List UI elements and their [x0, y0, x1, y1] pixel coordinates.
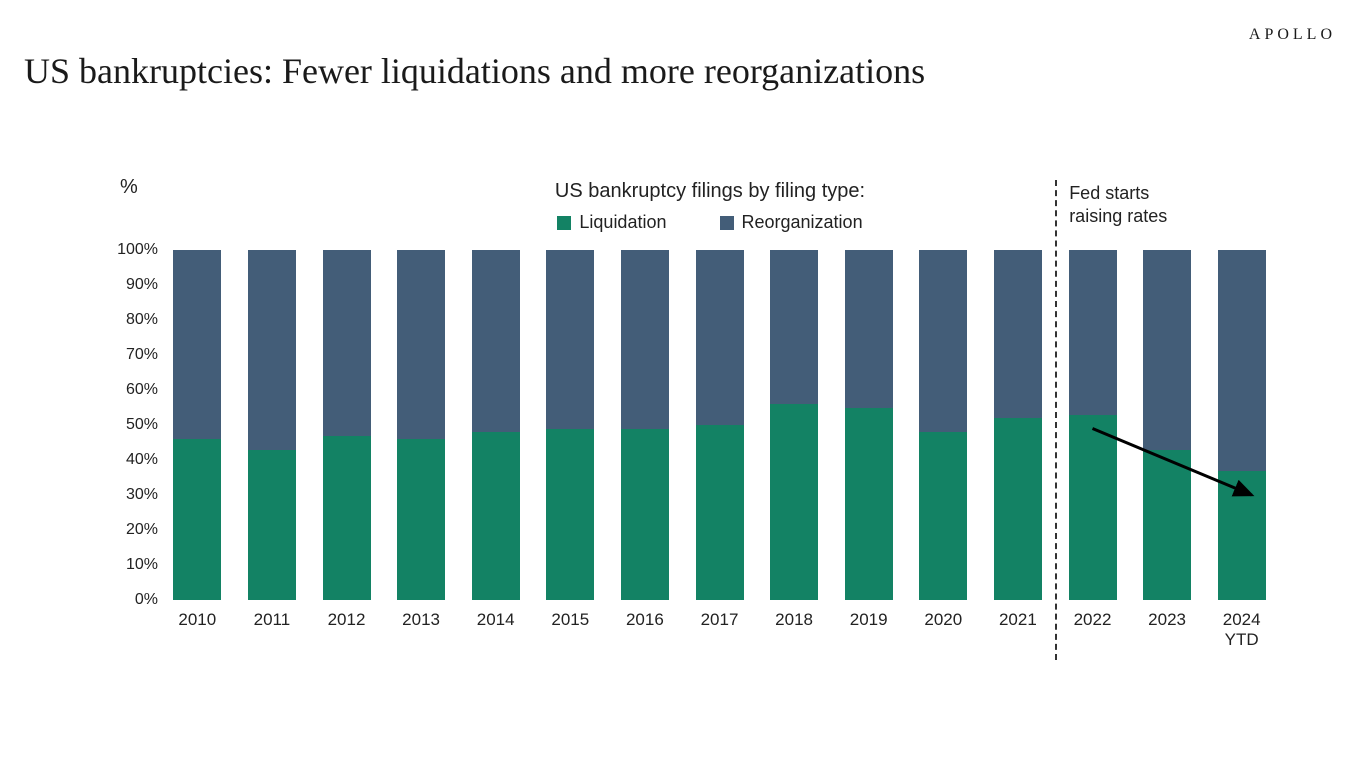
bar	[770, 250, 818, 600]
y-axis: 0%10%20%30%40%50%60%70%80%90%100%	[112, 250, 158, 600]
bar	[546, 250, 594, 600]
x-tick: 2017	[701, 610, 739, 630]
bar	[173, 250, 221, 600]
x-tick: 2015	[551, 610, 589, 630]
slide: APOLLO US bankruptcies: Fewer liquidatio…	[0, 0, 1366, 768]
x-tick: 2018	[775, 610, 813, 630]
y-tick: 60%	[112, 381, 158, 399]
y-tick: 10%	[112, 556, 158, 574]
bar	[323, 250, 371, 600]
bar	[1218, 250, 1266, 600]
bar-segment-reorganization	[770, 250, 818, 404]
x-tick: 2011	[254, 610, 291, 630]
chart: % US bankruptcy filings by filing type: …	[120, 180, 1300, 680]
y-tick: 70%	[112, 346, 158, 364]
legend-label: Liquidation	[579, 212, 666, 233]
y-tick: 0%	[112, 591, 158, 609]
bar	[472, 250, 520, 600]
bar-segment-liquidation	[770, 404, 818, 600]
bar-segment-liquidation	[696, 425, 744, 600]
bar-segment-liquidation	[1069, 415, 1117, 601]
x-tick: 2023	[1148, 610, 1186, 630]
x-tick: 2022	[1074, 610, 1112, 630]
x-tick: 2010	[178, 610, 216, 630]
fed-annotation-text: Fed starts raising rates	[1069, 182, 1167, 227]
x-tick: 2021	[999, 610, 1037, 630]
bar-segment-reorganization	[397, 250, 445, 439]
y-tick: 40%	[112, 451, 158, 469]
bar	[621, 250, 669, 600]
bar	[397, 250, 445, 600]
bar-segment-reorganization	[248, 250, 296, 450]
x-tick: 2016	[626, 610, 664, 630]
bar-segment-reorganization	[472, 250, 520, 432]
fed-divider-line	[1055, 180, 1057, 660]
bar-segment-reorganization	[919, 250, 967, 432]
bar-segment-liquidation	[173, 439, 221, 600]
plot-area: 0%10%20%30%40%50%60%70%80%90%100%	[160, 250, 1280, 600]
brand-logo: APOLLO	[1249, 26, 1336, 44]
bar-segment-reorganization	[323, 250, 371, 436]
legend-swatch-liquidation	[557, 216, 571, 230]
page-title: US bankruptcies: Fewer liquidations and …	[24, 50, 925, 92]
bar-segment-reorganization	[1143, 250, 1191, 450]
bar	[1069, 250, 1117, 600]
x-tick: 2020	[924, 610, 962, 630]
bar	[845, 250, 893, 600]
bar	[696, 250, 744, 600]
bar-segment-reorganization	[994, 250, 1042, 418]
bars-container	[160, 250, 1280, 600]
bar	[919, 250, 967, 600]
bar-segment-liquidation	[323, 436, 371, 601]
bar-segment-reorganization	[1218, 250, 1266, 471]
bar-segment-reorganization	[621, 250, 669, 429]
bar-segment-reorganization	[546, 250, 594, 429]
y-tick: 80%	[112, 311, 158, 329]
x-tick: 2013	[402, 610, 440, 630]
bar	[1143, 250, 1191, 600]
bar-segment-reorganization	[1069, 250, 1117, 415]
bar-segment-liquidation	[621, 429, 669, 601]
bar-segment-liquidation	[1143, 450, 1191, 601]
y-tick: 30%	[112, 486, 158, 504]
y-tick: 100%	[112, 241, 158, 259]
bar	[994, 250, 1042, 600]
legend-item-reorganization: Reorganization	[720, 212, 863, 233]
bar-segment-liquidation	[472, 432, 520, 600]
legend-label: Reorganization	[742, 212, 863, 233]
y-tick: 90%	[112, 276, 158, 294]
bar-segment-reorganization	[173, 250, 221, 439]
x-tick: 2012	[328, 610, 366, 630]
y-tick: 50%	[112, 416, 158, 434]
legend-item-liquidation: Liquidation	[557, 212, 666, 233]
bar-segment-reorganization	[696, 250, 744, 425]
x-tick: 2014	[477, 610, 515, 630]
x-tick: 2019	[850, 610, 888, 630]
x-tick: 2024 YTD	[1223, 610, 1261, 651]
bar-segment-liquidation	[397, 439, 445, 600]
bar-segment-liquidation	[994, 418, 1042, 600]
bar-segment-liquidation	[1218, 471, 1266, 601]
bar-segment-reorganization	[845, 250, 893, 408]
bar-segment-liquidation	[248, 450, 296, 601]
bar-segment-liquidation	[845, 408, 893, 601]
legend-swatch-reorganization	[720, 216, 734, 230]
bar-segment-liquidation	[919, 432, 967, 600]
y-tick: 20%	[112, 521, 158, 539]
bar	[248, 250, 296, 600]
bar-segment-liquidation	[546, 429, 594, 601]
